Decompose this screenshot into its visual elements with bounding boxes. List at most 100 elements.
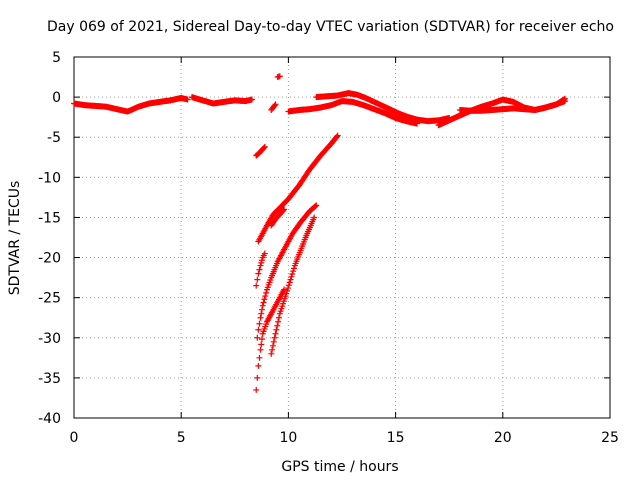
data-point xyxy=(286,279,293,286)
plot-frame xyxy=(73,56,611,419)
y-tick-label: -25 xyxy=(38,291,61,307)
data-point xyxy=(255,270,262,277)
data-point xyxy=(254,334,261,341)
data-point xyxy=(258,306,265,313)
data-point xyxy=(285,282,292,289)
data-point xyxy=(257,262,264,269)
y-tick-label: -10 xyxy=(38,170,61,186)
data-point xyxy=(281,286,288,293)
data-point xyxy=(561,95,568,102)
data-point xyxy=(263,289,270,296)
series-arc-10 xyxy=(255,132,341,245)
data-point xyxy=(333,133,340,140)
series-arc-13 xyxy=(253,250,268,289)
data-point xyxy=(258,341,265,348)
data-points xyxy=(71,73,568,393)
data-point xyxy=(275,314,282,321)
series-arc-7 xyxy=(313,90,453,125)
y-axis: 5 0 -5 -10 -15 -20 -25 -30 -35 -40 xyxy=(38,50,610,427)
y-tick-label: -35 xyxy=(38,371,61,387)
data-point xyxy=(258,336,265,343)
data-point xyxy=(284,287,291,294)
data-point xyxy=(287,276,294,283)
data-point xyxy=(272,330,279,337)
y-tick-label: -30 xyxy=(38,331,61,347)
data-point xyxy=(288,273,295,280)
data-point xyxy=(284,285,291,292)
data-point xyxy=(312,203,319,210)
data-point xyxy=(280,207,287,214)
series-arc-3 xyxy=(268,101,279,113)
x-axis: 0 5 10 15 20 25 xyxy=(70,57,619,446)
grid xyxy=(74,57,610,418)
series-arc-1 xyxy=(71,94,191,115)
x-axis-label: GPS time / hours xyxy=(281,459,398,475)
series-arc-9 xyxy=(456,95,568,114)
data-point xyxy=(268,350,275,357)
data-point xyxy=(253,386,260,393)
data-point xyxy=(273,326,280,333)
data-point xyxy=(260,144,267,151)
data-point xyxy=(256,320,263,327)
series-arc-14 xyxy=(268,206,288,229)
data-point xyxy=(313,202,320,209)
series-arc-12 xyxy=(253,286,288,393)
y-tick-label: -5 xyxy=(47,130,61,146)
data-point xyxy=(311,214,318,221)
data-point xyxy=(271,102,278,109)
data-point xyxy=(269,346,276,353)
data-point xyxy=(184,96,191,103)
series-arc-5 xyxy=(274,73,283,81)
data-point xyxy=(269,342,276,349)
x-tick-label: 5 xyxy=(177,430,186,446)
data-point xyxy=(255,326,262,333)
series-arc-4 xyxy=(253,143,268,159)
data-point xyxy=(261,250,268,257)
data-point xyxy=(258,257,265,264)
y-tick-label: -40 xyxy=(38,411,61,427)
data-point xyxy=(290,265,297,272)
y-tick-label: -15 xyxy=(38,210,61,226)
data-point xyxy=(334,132,341,139)
series-arc-2 xyxy=(188,94,255,107)
x-tick-label: 0 xyxy=(70,430,79,446)
data-point xyxy=(256,266,263,273)
data-point xyxy=(261,296,268,303)
chart-title: Day 069 of 2021, Sidereal Day-to-day VTE… xyxy=(47,19,614,35)
x-tick-label: 10 xyxy=(279,430,297,446)
data-point xyxy=(258,310,265,317)
series-arc-11 xyxy=(254,202,320,341)
y-axis-label: SDTVAR / TECUs xyxy=(7,181,23,296)
data-point xyxy=(261,143,268,150)
y-tick-label: -20 xyxy=(38,251,61,267)
y-tick-label: 5 xyxy=(52,50,61,66)
data-point xyxy=(276,73,283,80)
data-point xyxy=(271,334,278,341)
data-point xyxy=(257,314,264,321)
x-tick-label: 15 xyxy=(387,430,405,446)
data-point xyxy=(257,346,264,353)
data-point xyxy=(274,322,281,329)
data-point xyxy=(254,276,261,283)
data-point xyxy=(270,338,277,345)
series-arc-15 xyxy=(268,214,318,357)
data-point xyxy=(255,362,262,369)
data-point xyxy=(258,259,265,266)
data-point xyxy=(262,293,269,300)
x-tick-label: 25 xyxy=(601,430,619,446)
x-tick-label: 20 xyxy=(494,430,512,446)
data-point xyxy=(260,299,267,306)
data-point xyxy=(272,101,279,108)
series-arc-8 xyxy=(435,96,568,129)
data-point xyxy=(289,271,296,278)
series-arc-6 xyxy=(285,98,421,127)
y-tick-label: 0 xyxy=(52,90,61,106)
data-point xyxy=(290,268,297,275)
data-point xyxy=(283,290,290,297)
data-point xyxy=(256,354,263,361)
data-point xyxy=(275,318,282,325)
data-point xyxy=(248,96,255,103)
data-point xyxy=(254,374,261,381)
data-point xyxy=(281,206,288,213)
